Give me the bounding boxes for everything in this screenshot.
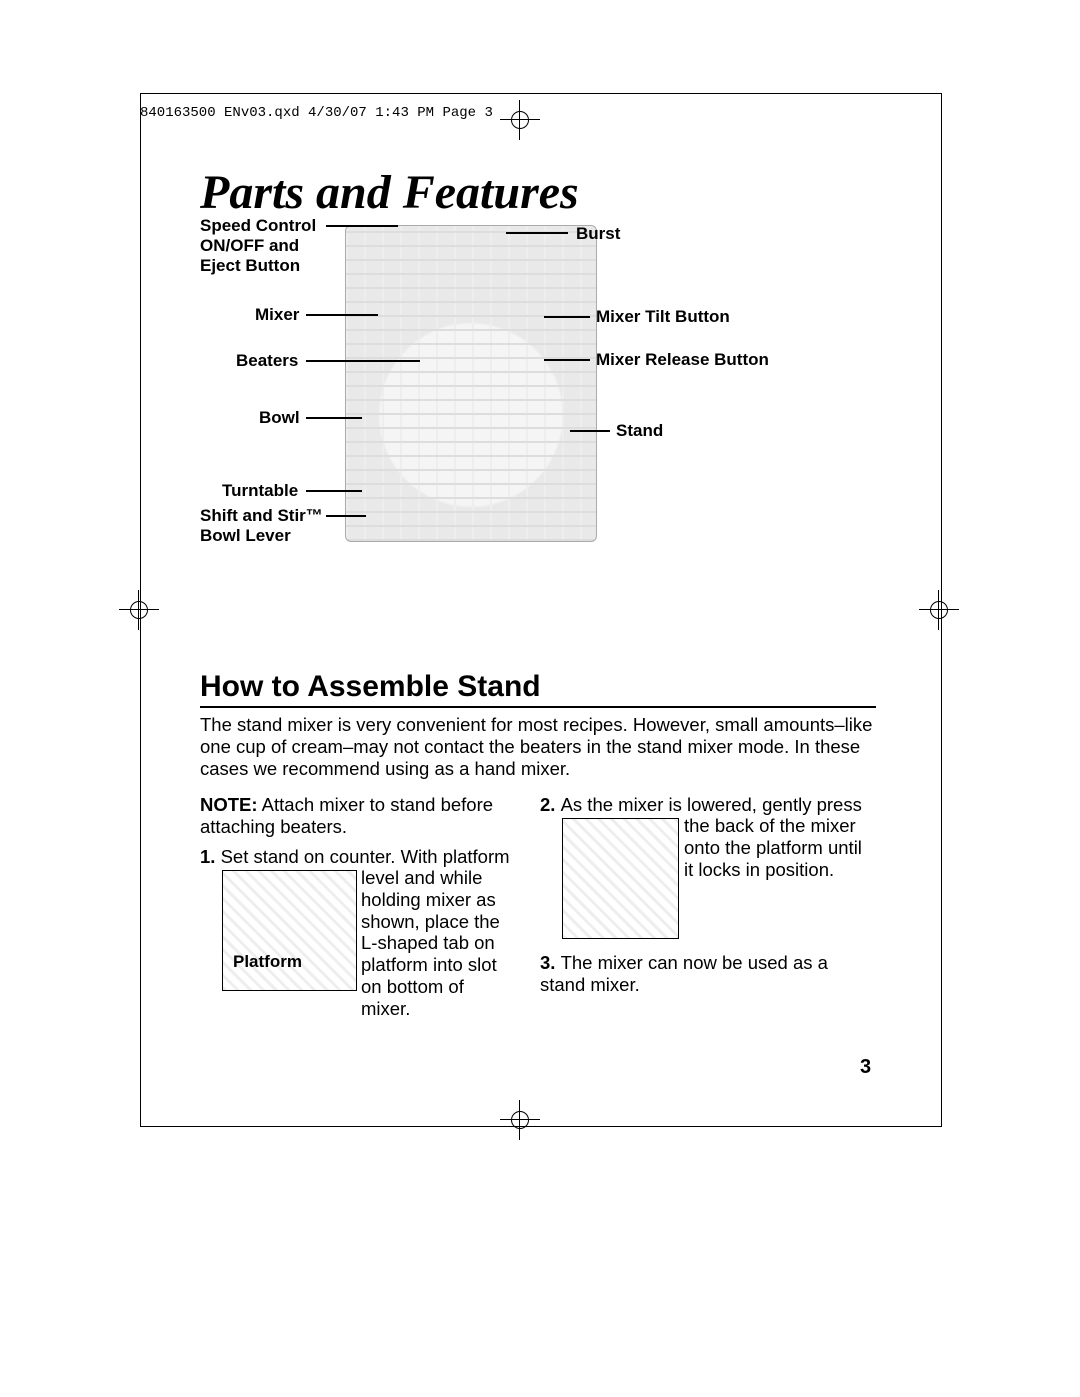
section-rule [200, 706, 876, 708]
leader-speed-control [326, 225, 398, 227]
label-bowl: Bowl [259, 408, 300, 428]
step2-first: As the mixer is lowered, gently press [561, 794, 862, 815]
label-turntable-text: Turntable [222, 481, 298, 500]
leader-mixer [306, 314, 378, 316]
label-burst-text: Burst [576, 224, 620, 243]
step2-first-line: 2. As the mixer is lowered, gently press [540, 794, 880, 816]
step3: 3. The mixer can now be used as a stand … [540, 952, 870, 996]
step3-text: The mixer can now be used as a stand mix… [540, 952, 828, 995]
section-title: How to Assemble Stand [200, 670, 541, 704]
leader-shift-stir [326, 515, 366, 517]
step1-first-line: 1. Set stand on counter. With platform [200, 846, 530, 868]
step1-illustration [222, 870, 357, 991]
step2-num: 2. [540, 794, 561, 815]
label-stand-text: Stand [616, 421, 663, 440]
intro-text: The stand mixer is very convenient for m… [200, 714, 880, 779]
label-shift-stir: Shift and Stir™ Bowl Lever [200, 506, 330, 546]
step1-first: Set stand on counter. With platform [221, 846, 510, 867]
note-line: NOTE: Attach mixer to stand before attac… [200, 794, 520, 838]
label-mixer-tilt: Mixer Tilt Button [596, 307, 730, 327]
registration-mark-bottom [500, 1100, 540, 1140]
leader-burst [506, 232, 568, 234]
leader-turntable [306, 490, 362, 492]
page: 840163500 ENv03.qxd 4/30/07 1:43 PM Page… [0, 0, 1080, 1397]
leader-mixer-tilt [544, 316, 590, 318]
label-speed-control: Speed Control ON/OFF and Eject Button [200, 216, 340, 276]
leader-mixer-release [544, 359, 590, 361]
step3-num: 3. [540, 952, 561, 973]
leader-bowl [306, 417, 362, 419]
label-turntable: Turntable [222, 481, 298, 501]
leader-stand [570, 430, 610, 432]
label-mixer-release: Mixer Release Button [596, 350, 769, 370]
label-mixer-release-text: Mixer Release Button [596, 350, 769, 369]
registration-mark-left [119, 590, 159, 630]
label-speed-control-text: Speed Control ON/OFF and Eject Button [200, 216, 316, 275]
registration-mark-right [919, 590, 959, 630]
print-header: 840163500 ENv03.qxd 4/30/07 1:43 PM Page… [140, 105, 493, 121]
page-number: 3 [860, 1056, 871, 1079]
label-shift-stir-text: Shift and Stir™ Bowl Lever [200, 506, 323, 545]
label-mixer-tilt-text: Mixer Tilt Button [596, 307, 730, 326]
label-beaters: Beaters [236, 351, 298, 371]
step2-illustration [562, 818, 679, 939]
label-burst: Burst [576, 224, 620, 244]
leader-beaters [306, 360, 420, 362]
label-mixer: Mixer [255, 305, 299, 325]
parts-diagram [345, 225, 597, 542]
label-mixer-text: Mixer [255, 305, 299, 324]
note-label: NOTE: [200, 794, 258, 815]
step2-rest: the back of the mixer onto the platform … [684, 815, 874, 880]
registration-mark-top [500, 100, 540, 140]
step1-rest: level and while holding mixer as shown, … [361, 867, 516, 1020]
page-title: Parts and Features [200, 165, 579, 220]
step1-num: 1. [200, 846, 221, 867]
platform-label: Platform [233, 952, 302, 972]
label-bowl-text: Bowl [259, 408, 300, 427]
label-beaters-text: Beaters [236, 351, 298, 370]
label-stand: Stand [616, 421, 663, 441]
